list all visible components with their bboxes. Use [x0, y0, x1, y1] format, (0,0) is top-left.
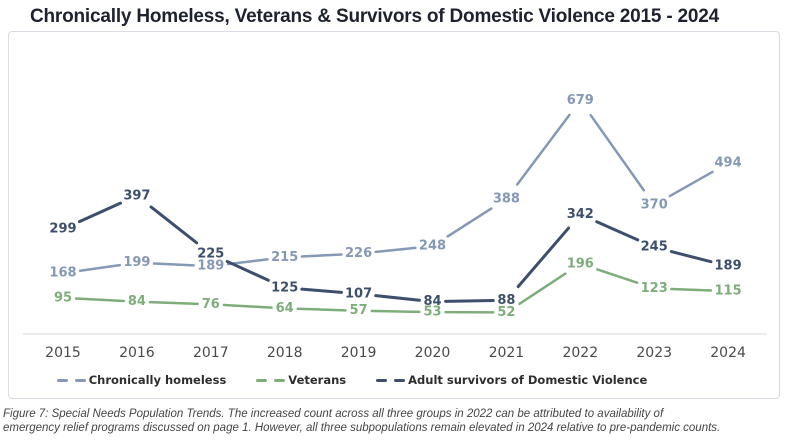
svg-text:299: 299 [49, 221, 76, 236]
figure-caption-line2: emergency relief programs discussed on p… [3, 422, 721, 435]
svg-text:342: 342 [567, 207, 594, 222]
svg-text:107: 107 [345, 286, 372, 301]
svg-text:2016: 2016 [119, 345, 155, 361]
svg-text:225: 225 [197, 246, 224, 261]
legend-label: Adult survivors of Domestic Violence [408, 373, 648, 387]
chart-panel: 2015 2016 2017 2018 2019 2020 2021 2022 2023 2024… [8, 31, 780, 399]
svg-text:199: 199 [123, 255, 150, 270]
svg-text:2017: 2017 [193, 345, 229, 361]
svg-text:494: 494 [715, 156, 742, 171]
svg-text:2018: 2018 [267, 345, 303, 361]
legend-item-adult-survivors: Adult survivors of Domestic Violence [376, 373, 647, 387]
svg-text:196: 196 [567, 256, 594, 271]
legend-dash-icon [256, 378, 268, 382]
svg-text:76: 76 [202, 297, 220, 312]
svg-text:2020: 2020 [415, 345, 451, 361]
svg-text:88: 88 [497, 293, 515, 308]
svg-text:57: 57 [350, 303, 368, 318]
line-chart: 2015 2016 2017 2018 2019 2020 2021 2022 2023 2024… [23, 93, 767, 361]
legend-item-veterans: Veterans [256, 373, 346, 387]
svg-text:2019: 2019 [341, 345, 377, 361]
svg-text:95: 95 [54, 290, 72, 305]
figure-caption-line1: Figure 7: Special Needs Population Trend… [3, 408, 664, 420]
svg-text:84: 84 [423, 294, 441, 309]
svg-text:84: 84 [128, 294, 146, 309]
legend-dash-icon [56, 378, 68, 382]
legend-dash-icon [274, 378, 286, 382]
legend-label: Veterans [288, 373, 347, 387]
svg-text:53: 53 [423, 305, 441, 320]
svg-text:397: 397 [123, 188, 150, 203]
legend-dash-icon [74, 378, 86, 382]
svg-text:679: 679 [567, 93, 594, 108]
page-title: Chronically Homeless, Veterans & Survivo… [30, 6, 720, 27]
svg-text:388: 388 [493, 191, 520, 206]
svg-text:215: 215 [271, 250, 298, 265]
svg-text:115: 115 [715, 284, 742, 299]
legend-dash-icon [394, 378, 406, 382]
legend-item-chronically-homeless: Chronically homeless [56, 373, 227, 387]
svg-text:125: 125 [271, 280, 298, 295]
svg-text:123: 123 [641, 281, 668, 296]
svg-text:168: 168 [49, 266, 76, 281]
svg-text:189: 189 [197, 259, 224, 274]
legend-dash-icon [376, 378, 388, 382]
svg-text:2023: 2023 [636, 345, 672, 361]
chart-legend: Chronically homeless Veterans Adult surv… [0, 371, 737, 389]
svg-text:245: 245 [641, 240, 668, 255]
svg-text:2015: 2015 [45, 345, 81, 361]
svg-text:2024: 2024 [710, 345, 746, 361]
svg-text:64: 64 [276, 301, 294, 316]
svg-text:248: 248 [419, 239, 446, 254]
legend-label: Chronically homeless [88, 373, 227, 387]
svg-text:226: 226 [345, 246, 372, 261]
svg-text:2022: 2022 [562, 345, 598, 361]
svg-text:370: 370 [641, 197, 668, 212]
figure-caption: Figure 7: Special Needs Population Trend… [3, 407, 782, 436]
svg-text:189: 189 [715, 259, 742, 274]
svg-text:52: 52 [497, 305, 515, 320]
svg-text:2021: 2021 [489, 345, 525, 361]
